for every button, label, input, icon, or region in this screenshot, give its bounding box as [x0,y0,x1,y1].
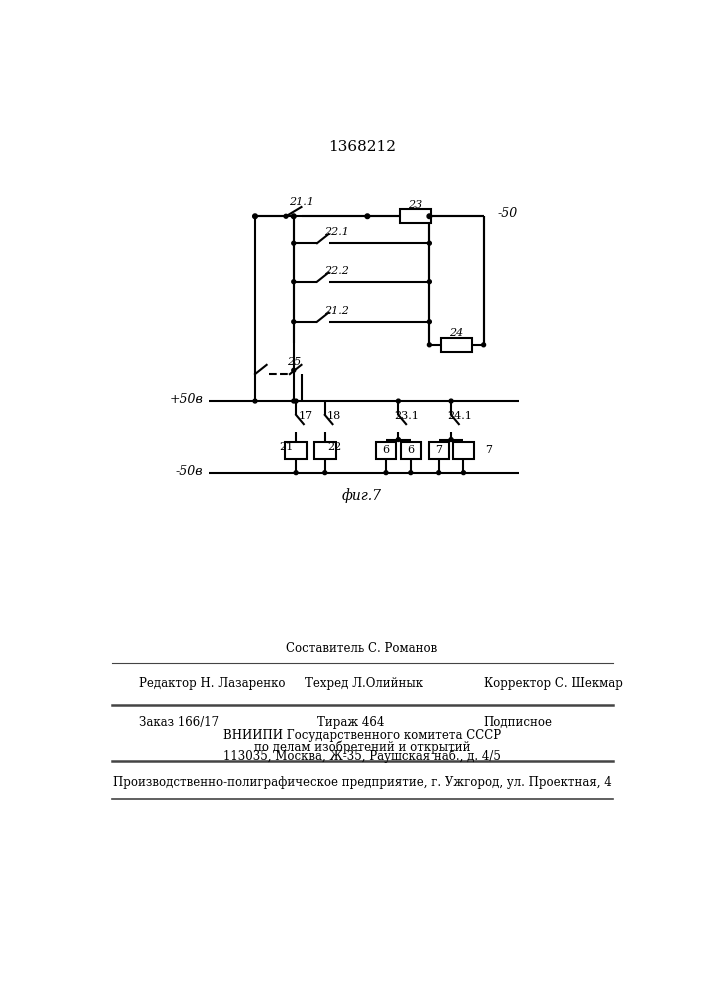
Text: Техред Л.Олийнык: Техред Л.Олийнык [305,677,423,690]
Circle shape [292,368,296,372]
Text: 23: 23 [409,200,423,210]
Text: 25: 25 [286,357,301,367]
Circle shape [294,399,298,403]
Text: Тираж 464: Тираж 464 [317,716,385,729]
Circle shape [428,280,431,284]
Text: фиг.7: фиг.7 [342,488,382,503]
Circle shape [428,320,431,324]
Circle shape [253,399,257,403]
Text: -50в: -50в [175,465,203,478]
Text: Производственно-полиграфическое предприятие, г. Ужгород, ул. Проектная, 4: Производственно-полиграфическое предприя… [112,776,612,789]
Bar [314,442,336,459]
Circle shape [437,471,440,475]
Circle shape [462,471,465,475]
Circle shape [397,438,400,441]
Bar [441,338,472,352]
Text: 24.1: 24.1 [448,411,472,421]
Text: +50в: +50в [169,393,203,406]
Text: 23.1: 23.1 [395,411,419,421]
Circle shape [291,214,296,219]
Text: 7: 7 [436,445,442,455]
Text: Подписное: Подписное [484,716,553,729]
Text: 1368212: 1368212 [328,140,396,154]
Circle shape [409,471,413,475]
Circle shape [481,343,486,347]
Circle shape [449,399,453,403]
Text: 6: 6 [382,445,390,455]
Text: 22.1: 22.1 [324,227,349,237]
Bar [400,209,431,223]
Circle shape [397,399,400,403]
Text: Заказ 166/17: Заказ 166/17 [139,716,219,729]
Text: 17: 17 [298,411,312,421]
Bar [428,442,449,459]
Circle shape [323,471,327,475]
Circle shape [292,280,296,284]
Text: 24: 24 [450,328,464,338]
Circle shape [427,214,432,219]
Text: 6: 6 [407,445,414,455]
Text: 7: 7 [485,445,492,455]
Circle shape [384,471,388,475]
Text: 113035, Москва, Ж-35, Раушская наб., д. 4/5: 113035, Москва, Ж-35, Раушская наб., д. … [223,749,501,763]
Text: -50: -50 [498,207,518,220]
Text: 22.2: 22.2 [324,266,349,276]
Text: 21.2: 21.2 [324,306,349,316]
Circle shape [449,438,453,441]
Text: Редактор Н. Лазаренко: Редактор Н. Лазаренко [139,677,285,690]
Bar [376,442,396,459]
Text: по делам изобретений и открытий: по делам изобретений и открытий [254,740,470,754]
Text: Составитель С. Романов: Составитель С. Романов [286,642,438,655]
Text: 18: 18 [327,411,341,421]
Text: Корректор С. Шекмар: Корректор С. Шекмар [484,677,622,690]
Circle shape [365,214,370,219]
Circle shape [292,320,296,324]
Text: 21: 21 [279,442,293,452]
Bar [453,442,474,459]
Circle shape [428,241,431,245]
Text: ВНИИПИ Государственного комитета СССР: ВНИИПИ Государственного комитета СССР [223,730,501,742]
Circle shape [292,399,296,403]
Text: 22: 22 [327,442,341,452]
Bar [401,442,421,459]
Circle shape [294,471,298,475]
Circle shape [292,241,296,245]
Circle shape [252,214,257,219]
Text: 21.1: 21.1 [289,197,314,207]
Circle shape [284,214,288,218]
Bar [285,442,307,459]
Circle shape [428,343,431,347]
